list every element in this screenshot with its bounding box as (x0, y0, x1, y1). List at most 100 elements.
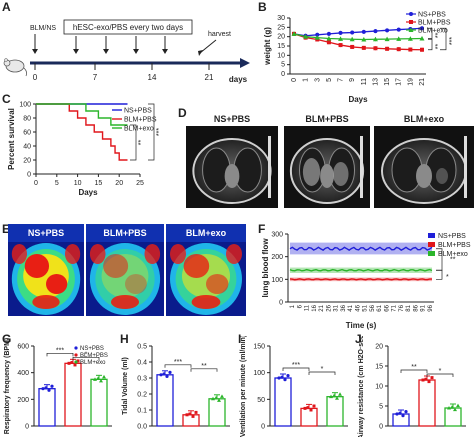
y-axis-label: weight (g) (263, 27, 272, 66)
data-point (96, 376, 100, 381)
y-tick-label: 0.5 (137, 344, 147, 351)
bar (444, 407, 462, 427)
y-tick-label: 60 (23, 130, 31, 137)
x-tick-label: 56 (370, 304, 376, 311)
data-point (283, 378, 287, 382)
data-point (286, 374, 290, 378)
series-line (293, 33, 423, 41)
legend-marker (408, 27, 414, 32)
blood-flow-image (166, 224, 246, 316)
panel-label-b: B (258, 0, 267, 14)
significance-label: *** (56, 347, 64, 354)
ct-scan-image (284, 126, 370, 208)
y-tick-label: 100 (253, 370, 265, 377)
legend-label: BLM+PBS (418, 20, 451, 27)
data-point (312, 404, 316, 408)
y-tick-label: 20 (23, 158, 31, 165)
panel-label-e: E (2, 222, 11, 236)
x-tick-label: 15 (384, 78, 391, 86)
bar (156, 374, 174, 427)
y-tick-label: 0 (261, 424, 265, 431)
legend-label: BLM+exo (418, 28, 448, 35)
y-tick-label: 100 (271, 277, 283, 284)
x-axis-label: Time (s) (346, 321, 377, 330)
x-tick-label: 19 (407, 78, 414, 86)
ct-title: NS+PBS (213, 114, 251, 124)
data-point (404, 410, 408, 414)
legend-marker (428, 233, 435, 238)
x-tick-label: 11 (361, 78, 368, 85)
significance-label: * (85, 351, 88, 358)
data-point (306, 406, 310, 410)
y-tick-label: 0 (281, 71, 285, 78)
data-point (99, 378, 103, 383)
data-point (93, 377, 97, 381)
series-line (289, 268, 433, 272)
data-point (373, 46, 378, 51)
bar (182, 414, 200, 427)
panel-label-i: I (238, 332, 242, 346)
bar (274, 377, 292, 427)
day-21: 21 (205, 73, 214, 82)
bar (300, 407, 318, 427)
data-point (396, 47, 401, 52)
data-point (407, 36, 413, 41)
x-tick-label: 1 (303, 78, 310, 82)
data-point (70, 361, 74, 365)
x-axis-label: Days (78, 188, 98, 197)
blood-flow-title: NS+PBS (27, 228, 65, 238)
legend-label: BLM+exo (124, 126, 154, 133)
x-tick-label: 66 (384, 304, 390, 311)
start-arrowhead (32, 49, 38, 54)
bracket (190, 368, 218, 372)
data-point (408, 47, 413, 52)
significance-label: ** (201, 363, 207, 370)
data-point (424, 377, 428, 381)
x-tick-label: 41 (348, 304, 354, 311)
panel-label-g: G (2, 332, 12, 346)
data-point (350, 30, 355, 35)
x-tick-label: 25 (136, 180, 144, 187)
y-tick-label: 400 (17, 370, 29, 377)
data-point (303, 34, 309, 39)
data-point (41, 387, 45, 391)
panel-label-d: D (178, 106, 187, 120)
x-tick-label: 5 (326, 78, 333, 82)
x-tick-label: 20 (115, 180, 123, 187)
data-point (185, 413, 189, 417)
data-point (332, 393, 336, 398)
x-tick-label: 0 (34, 180, 38, 187)
bracket (400, 369, 428, 373)
x-tick-label: 6 (297, 304, 303, 308)
data-point (338, 392, 342, 396)
data-point (350, 44, 355, 49)
significance-label: ** (435, 44, 442, 50)
x-tick-label: 81 (406, 304, 412, 311)
y-tick-label: 15 (375, 364, 383, 371)
legend-marker (74, 353, 78, 357)
data-point (67, 361, 71, 365)
x-tick-label: 0 (291, 78, 298, 82)
data-point (427, 380, 431, 384)
treatment-arrows (73, 36, 168, 54)
bracket (130, 124, 137, 161)
data-point (361, 29, 366, 34)
harvest-arrow (199, 39, 217, 54)
data-point (338, 36, 344, 41)
y-axis-label: lung blood flow (261, 238, 270, 298)
data-point (309, 408, 313, 412)
x-axis-label: Days (348, 95, 368, 104)
y-tick-label: 10 (277, 52, 285, 59)
bracket (72, 356, 100, 361)
x-tick-label: 9 (349, 78, 356, 82)
legend-label: BLM+exo (80, 360, 106, 366)
day-0: 0 (33, 73, 38, 82)
ct-scan-drawing (186, 126, 278, 208)
significance-label: ** (450, 257, 456, 264)
ct-scan-drawing (284, 126, 370, 208)
x-tick-label: 13 (372, 78, 379, 86)
data-point (384, 36, 390, 42)
data-point (456, 403, 460, 408)
